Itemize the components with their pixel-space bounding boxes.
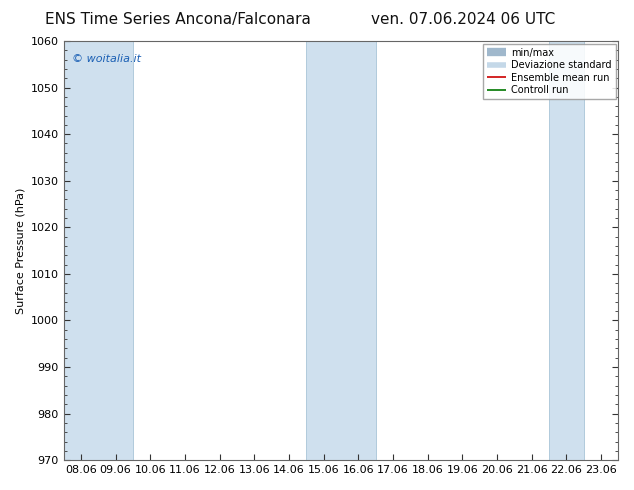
Legend: min/max, Deviazione standard, Ensemble mean run, Controll run: min/max, Deviazione standard, Ensemble m… xyxy=(483,44,616,99)
Text: ENS Time Series Ancona/Falconara: ENS Time Series Ancona/Falconara xyxy=(44,12,311,27)
Text: © woitalia.it: © woitalia.it xyxy=(72,53,141,64)
Bar xyxy=(549,41,584,460)
Bar xyxy=(306,41,376,460)
Text: ven. 07.06.2024 06 UTC: ven. 07.06.2024 06 UTC xyxy=(371,12,555,27)
Bar xyxy=(63,41,133,460)
Y-axis label: Surface Pressure (hPa): Surface Pressure (hPa) xyxy=(15,187,25,314)
